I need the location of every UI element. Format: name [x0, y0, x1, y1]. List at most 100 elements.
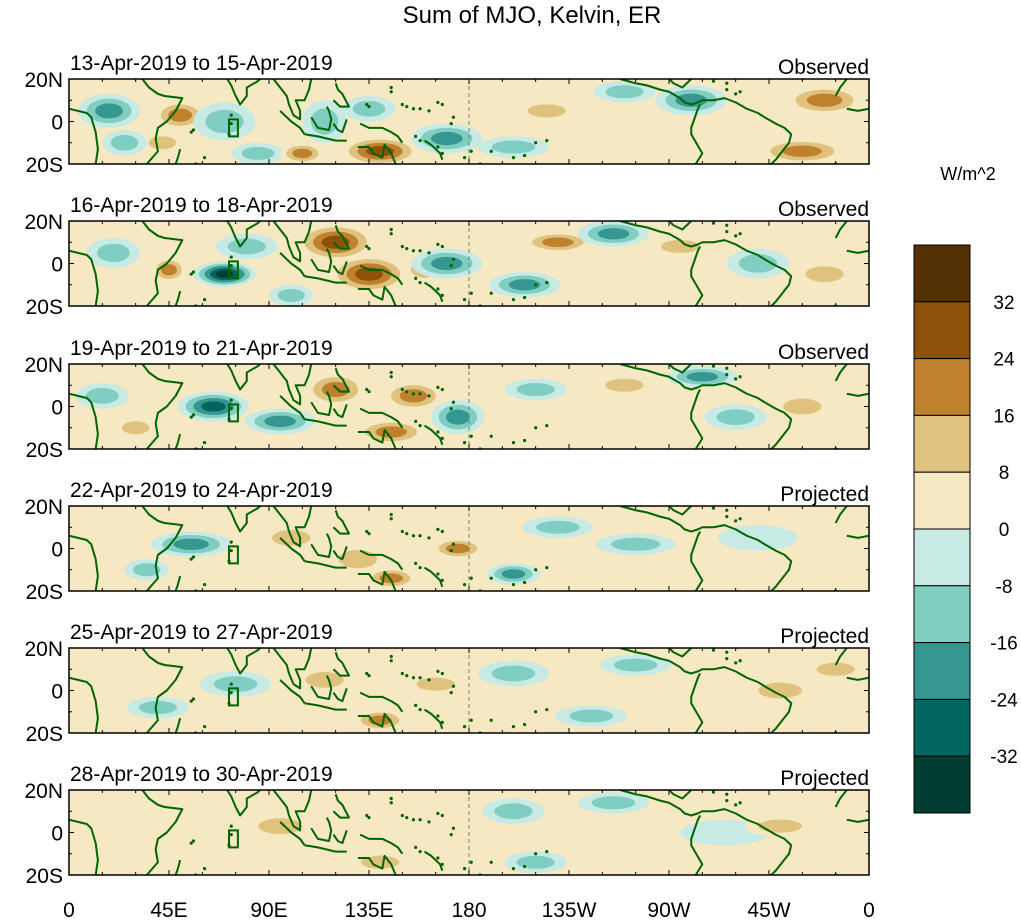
anomaly-contour-1-3: [173, 538, 210, 550]
island-37: [725, 88, 729, 92]
island-17: [545, 139, 549, 143]
x-tick-label-6: 135W: [542, 899, 597, 922]
island-35: [725, 792, 729, 796]
island-9: [451, 115, 456, 119]
coastline-3: [174, 859, 182, 875]
island-17: [545, 566, 549, 570]
island-6: [436, 572, 440, 576]
x-tick-label-8: 45W: [747, 899, 790, 922]
island-1: [229, 824, 233, 828]
coastline-9: [332, 688, 348, 703]
anomaly-contour-1-4: [201, 401, 226, 412]
region-box: [228, 829, 239, 849]
island-32: [202, 583, 207, 587]
island-22: [427, 251, 431, 255]
anomaly-contour-5-2: [205, 109, 244, 134]
coastline-9: [332, 546, 348, 561]
island-8: [449, 691, 453, 695]
coastline-11: [359, 264, 404, 286]
anomaly-contour-14-2: [805, 266, 844, 282]
y-tick-label-1: 20N: [24, 780, 63, 803]
island-8: [449, 407, 453, 411]
coastline-4: [195, 790, 262, 817]
anomaly-contour-4-2: [110, 134, 139, 151]
y-tick-label-3: 20S: [26, 439, 63, 462]
island-2: [229, 264, 233, 268]
island-19: [405, 674, 409, 678]
anomaly-contour-7-2: [121, 421, 150, 435]
anomaly-contour-3-2: [305, 672, 344, 688]
island-21: [418, 249, 422, 253]
coastline-12: [357, 712, 397, 733]
coastline-16: [668, 648, 692, 658]
coastline-1: [69, 676, 99, 733]
y-tick-label-3: 20S: [26, 723, 63, 746]
island-28: [365, 671, 369, 676]
coastline-7: [304, 418, 347, 427]
coastline-7: [304, 133, 347, 142]
panel-date-label: 28-Apr-2019 to 30-Apr-2019: [70, 763, 333, 786]
colorbar-swatch-8: [913, 642, 971, 700]
coastline-12: [357, 570, 397, 591]
panel-date-label: 16-Apr-2019 to 18-Apr-2019: [70, 194, 333, 217]
island-23: [436, 811, 440, 815]
colorbar-swatch-9: [913, 698, 971, 757]
island-5: [418, 566, 422, 570]
island-18: [400, 244, 404, 249]
region-box: [228, 545, 239, 565]
island-4: [414, 134, 418, 138]
island-35: [725, 650, 729, 654]
coastline-13: [424, 424, 444, 446]
anomaly-contour-10-3: [542, 237, 574, 247]
anomaly-contour-4-3: [375, 426, 408, 438]
island-35: [725, 223, 729, 227]
coastline-13: [424, 566, 444, 588]
island-19: [405, 105, 409, 109]
anomaly-contour-6-2: [591, 796, 636, 810]
y-tick-label-2: 0: [51, 823, 63, 846]
coastline-17: [834, 648, 848, 666]
coastline-14: [619, 648, 793, 733]
colorbar-swatch-3: [913, 358, 971, 416]
coastline-6: [279, 679, 306, 704]
island-11: [469, 149, 473, 153]
coastline-3: [174, 717, 182, 733]
island-27: [367, 674, 371, 678]
coastline-10: [332, 82, 350, 108]
island-9: [451, 542, 456, 546]
island-10: [462, 441, 467, 445]
anomaly-contour-13-2: [738, 254, 778, 273]
coastline-11: [359, 122, 404, 144]
island-8: [449, 833, 453, 837]
island-28: [365, 387, 369, 392]
island-25: [389, 90, 393, 94]
anomaly-contour-2-3: [161, 264, 177, 276]
coastline-12: [357, 854, 397, 875]
coastline-11: [359, 407, 404, 429]
coastline-5: [272, 790, 313, 832]
island-9: [451, 257, 456, 261]
island-28: [365, 813, 369, 818]
coastline-6: [279, 110, 306, 135]
island-26: [389, 370, 393, 375]
island-4: [414, 276, 418, 280]
coastline-1: [69, 818, 99, 875]
anomaly-contour-8-2: [536, 520, 580, 534]
colorbar-swatch-4: [913, 414, 971, 473]
coastline-8: [310, 817, 333, 842]
coastline-10: [332, 509, 350, 535]
anomaly-contour-14-2: [605, 85, 644, 99]
island-9: [451, 684, 456, 688]
y-tick-label-2: 0: [51, 539, 63, 562]
island-17: [545, 281, 549, 285]
island-36: [711, 79, 716, 83]
island-32: [202, 725, 207, 729]
island-30: [191, 128, 196, 132]
island-9: [451, 826, 456, 830]
island-20: [411, 818, 416, 822]
island-13: [489, 860, 493, 864]
island-23: [436, 527, 440, 531]
coastline-18: [846, 249, 869, 254]
panel-status-label: Projected: [780, 483, 869, 506]
island-10: [462, 867, 467, 871]
